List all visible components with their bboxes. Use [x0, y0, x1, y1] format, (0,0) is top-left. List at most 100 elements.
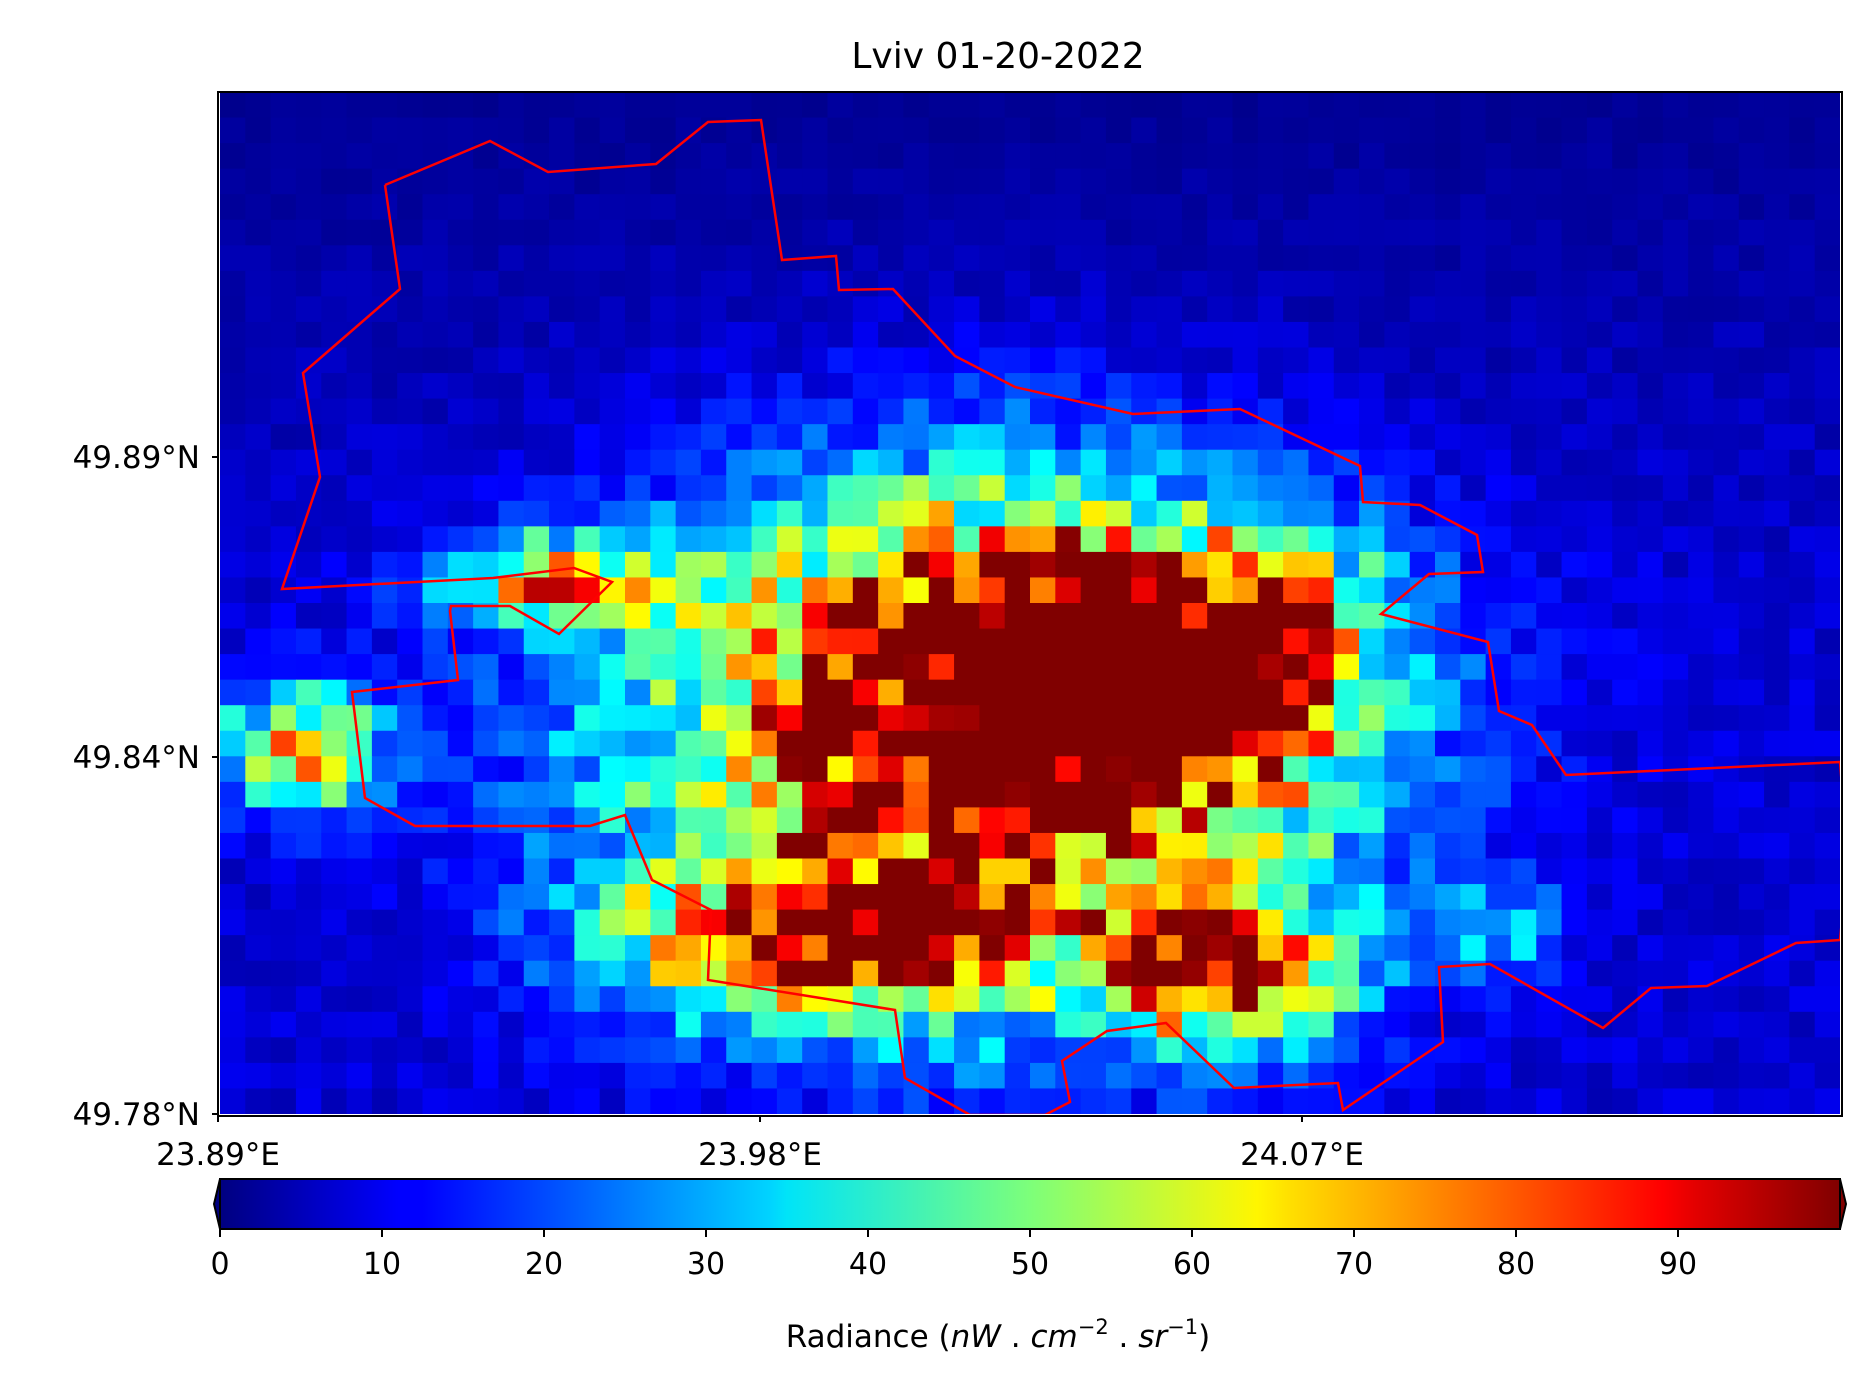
radiance-cell	[878, 117, 905, 144]
radiance-cell	[1232, 296, 1259, 323]
radiance-cell	[1156, 679, 1183, 706]
radiance-cell	[1738, 373, 1765, 400]
radiance-cell	[1510, 526, 1537, 553]
radiance-cell	[852, 781, 879, 808]
radiance-cell	[1536, 884, 1563, 911]
radiance-cell	[523, 526, 550, 553]
radiance-cell	[1713, 705, 1740, 732]
radiance-cell	[321, 168, 348, 195]
radiance-cell	[1131, 858, 1158, 885]
radiance-cell	[1257, 551, 1284, 579]
radiance-cell	[1384, 321, 1411, 349]
radiance-cell	[1308, 398, 1335, 425]
radiance-cell	[1536, 475, 1563, 502]
radiance-cell	[700, 321, 727, 349]
radiance-cell	[852, 909, 879, 936]
radiance-cell	[473, 832, 500, 860]
radiance-cell	[1789, 628, 1816, 655]
radiance-cell	[1561, 730, 1588, 757]
radiance-cell	[422, 168, 449, 195]
radiance-cell	[1435, 858, 1461, 885]
radiance-cell	[1359, 781, 1385, 808]
radiance-cell	[1586, 500, 1613, 527]
radiance-cell	[1004, 781, 1031, 808]
radiance-cell	[295, 321, 322, 349]
radiance-cell	[1688, 373, 1715, 400]
radiance-cell	[1080, 807, 1107, 834]
radiance-cell	[523, 1037, 550, 1064]
radiance-cell	[1131, 603, 1158, 630]
radiance-cell	[1131, 449, 1158, 476]
radiance-cell	[397, 628, 424, 655]
radiance-cell	[802, 373, 829, 400]
radiance-cell	[1586, 807, 1613, 834]
radiance-cell	[1789, 219, 1816, 246]
radiance-cell	[1510, 219, 1537, 246]
radiance-cell	[1460, 347, 1487, 374]
radiance-cell	[371, 551, 398, 579]
radiance-cell	[1409, 373, 1436, 400]
radiance-cell	[903, 654, 930, 681]
radiance-cell	[549, 832, 575, 860]
radiance-cell	[1688, 526, 1715, 553]
radiance-cell	[599, 219, 626, 246]
radiance-cell	[1637, 1088, 1664, 1114]
radiance-cell	[422, 1088, 449, 1114]
radiance-cell	[1485, 194, 1512, 221]
radiance-cell	[371, 960, 398, 987]
radiance-cell	[802, 347, 829, 374]
radiance-cell	[1080, 909, 1107, 936]
radiance-cell	[1333, 373, 1360, 400]
radiance-cell	[1688, 807, 1715, 834]
radiance-cell	[1764, 705, 1790, 732]
radiance-cell	[903, 884, 930, 911]
radiance-cell	[270, 373, 297, 400]
radiance-cell	[979, 756, 1006, 783]
radiance-cell	[220, 321, 246, 349]
radiance-cell	[751, 1037, 778, 1064]
radiance-cell	[928, 1062, 955, 1090]
radiance-cell	[1409, 756, 1436, 783]
radiance-cell	[1536, 909, 1563, 936]
radiance-cell	[700, 1011, 727, 1038]
radiance-cell	[346, 1088, 373, 1114]
radiance-cell	[270, 321, 297, 349]
radiance-cell	[1283, 168, 1310, 195]
radiance-cell	[1257, 1037, 1284, 1064]
radiance-cell	[1207, 551, 1234, 579]
radiance-cell	[1131, 986, 1158, 1013]
radiance-cell	[397, 756, 424, 783]
radiance-cell	[1586, 832, 1613, 860]
radiance-cell	[1283, 858, 1310, 885]
radiance-cell	[1207, 475, 1234, 502]
radiance-cell	[1156, 909, 1183, 936]
radiance-cell	[1080, 117, 1107, 144]
radiance-cell	[498, 117, 525, 144]
radiance-cell	[726, 986, 753, 1013]
radiance-cell	[776, 986, 803, 1013]
radiance-cell	[1384, 92, 1411, 119]
radiance-cell	[1662, 500, 1689, 527]
radiance-cell	[1586, 475, 1613, 502]
radiance-cell	[1738, 807, 1765, 834]
radiance-cell	[1004, 705, 1031, 732]
radiance-cell	[1004, 884, 1031, 911]
radiance-cell	[1105, 117, 1132, 144]
radiance-cell	[802, 168, 829, 195]
radiance-cell	[979, 603, 1006, 630]
radiance-cell	[1080, 1037, 1107, 1064]
radiance-cell	[1662, 143, 1689, 170]
radiance-cell	[1181, 679, 1208, 706]
radiance-cell	[827, 858, 854, 885]
radiance-cell	[1789, 577, 1816, 604]
radiance-cell	[220, 935, 246, 962]
radiance-cell	[1384, 143, 1411, 170]
radiance-cell	[1257, 960, 1284, 987]
radiance-cell	[1232, 194, 1259, 221]
radiance-cell	[447, 909, 474, 936]
radiance-cell	[1030, 245, 1056, 272]
radiance-cell	[1764, 960, 1790, 987]
radiance-cell	[1181, 373, 1208, 400]
radiance-cell	[371, 577, 398, 604]
radiance-cell	[397, 960, 424, 987]
